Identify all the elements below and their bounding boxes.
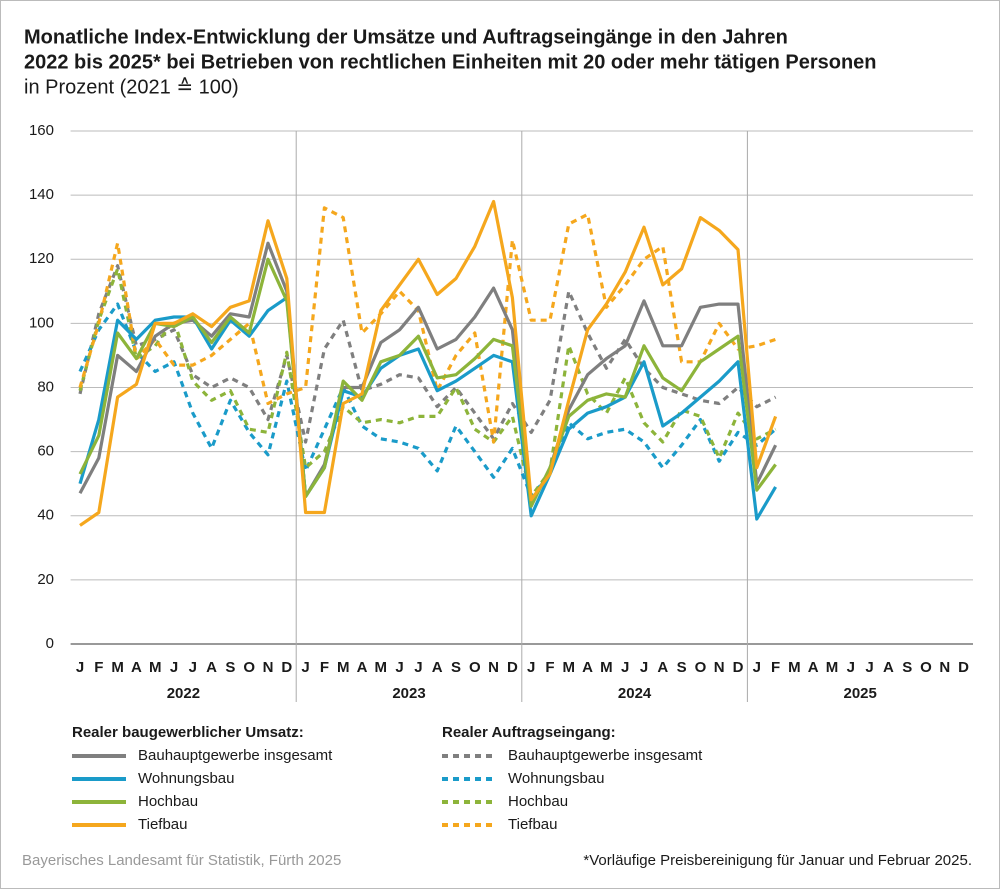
x-tick-label: D (958, 659, 969, 676)
x-tick-label: J (395, 659, 403, 676)
x-tick-label: F (320, 659, 329, 676)
x-tick-label: J (865, 659, 873, 676)
y-tick-label: 0 (46, 635, 54, 652)
legend-label: Wohnungsbau (138, 770, 234, 787)
x-tick-label: D (281, 659, 292, 676)
series-line (78, 206, 777, 444)
x-tick-label: M (111, 659, 124, 676)
x-tick-label: J (414, 659, 422, 676)
x-tick-label: M (826, 659, 839, 676)
source: Bayerisches Landesamt für Statistik, Für… (22, 852, 341, 869)
x-tick-label: M (563, 659, 576, 676)
x-tick-label: J (621, 659, 629, 676)
y-tick-label: 100 (29, 314, 54, 331)
x-tick-label: J (640, 659, 648, 676)
series-line (78, 267, 777, 499)
x-tick-label: S (902, 659, 912, 676)
x-tick-label: S (451, 659, 461, 676)
y-tick-label: 80 (37, 378, 54, 395)
legend-title: Realer Auftragseingang: (442, 724, 616, 741)
x-tick-label: A (432, 659, 443, 676)
x-tick-label: N (939, 659, 950, 676)
x-tick-label: J (170, 659, 178, 676)
x-tick-label: O (469, 659, 481, 676)
x-tick-label: A (808, 659, 819, 676)
y-tick-label: 120 (29, 250, 54, 267)
footnote: *Vorläufige Preisbereinigung für Januar … (583, 852, 972, 869)
y-tick-label: 60 (37, 443, 54, 460)
series-line (78, 257, 777, 508)
x-tick-label: N (263, 659, 274, 676)
x-tick-label: J (847, 659, 855, 676)
y-tick-label: 20 (37, 571, 54, 588)
x-tick-label: N (714, 659, 725, 676)
x-tick-label: M (600, 659, 613, 676)
legend-label: Wohnungsbau (508, 770, 604, 787)
legend-label: Tiefbau (138, 816, 187, 833)
series-line (78, 302, 777, 499)
x-tick-label: J (301, 659, 309, 676)
x-tick-label: D (507, 659, 518, 676)
x-tick-label: M (149, 659, 162, 676)
year-label: 2024 (618, 685, 652, 702)
y-tick-label: 40 (37, 507, 54, 524)
chart-title: Monatliche Index-Entwicklung der Umsätze… (24, 26, 788, 48)
x-tick-label: J (76, 659, 84, 676)
x-tick-label: F (771, 659, 780, 676)
series-line (79, 199, 778, 527)
year-label: 2025 (844, 685, 877, 702)
x-tick-label: A (357, 659, 368, 676)
x-tick-label: S (225, 659, 235, 676)
x-tick-label: J (753, 659, 761, 676)
legend-label: Bauhauptgewerbe insgesamt (508, 747, 703, 764)
year-label: 2023 (392, 685, 425, 702)
x-tick-label: J (189, 659, 197, 676)
series-line (78, 241, 778, 508)
x-tick-label: F (94, 659, 103, 676)
x-tick-label: M (375, 659, 388, 676)
year-label: 2022 (167, 685, 200, 702)
chart-title: 2022 bis 2025* bei Betrieben von rechtli… (24, 51, 877, 73)
legend-label: Bauhauptgewerbe insgesamt (138, 747, 333, 764)
x-tick-label: O (243, 659, 255, 676)
legend-label: Tiefbau (508, 816, 557, 833)
legend-label: Hochbau (508, 793, 568, 810)
x-tick-label: S (677, 659, 687, 676)
legend-title: Realer baugewerblicher Umsatz: (72, 724, 304, 741)
x-tick-label: M (788, 659, 801, 676)
x-tick-label: N (488, 659, 499, 676)
x-tick-label: A (131, 659, 142, 676)
x-tick-label: A (883, 659, 894, 676)
y-tick-label: 140 (29, 186, 54, 203)
x-tick-label: A (206, 659, 217, 676)
legend-label: Hochbau (138, 793, 198, 810)
x-tick-label: O (920, 659, 932, 676)
x-tick-label: A (657, 659, 668, 676)
x-tick-label: J (527, 659, 535, 676)
y-tick-label: 160 (29, 122, 54, 139)
x-tick-label: M (337, 659, 350, 676)
x-tick-label: F (545, 659, 554, 676)
chart-subtitle: in Prozent (2021 ≙ 100) (24, 76, 239, 98)
x-tick-label: A (582, 659, 593, 676)
series-line (78, 264, 777, 444)
x-tick-label: O (695, 659, 707, 676)
x-tick-label: D (733, 659, 744, 676)
